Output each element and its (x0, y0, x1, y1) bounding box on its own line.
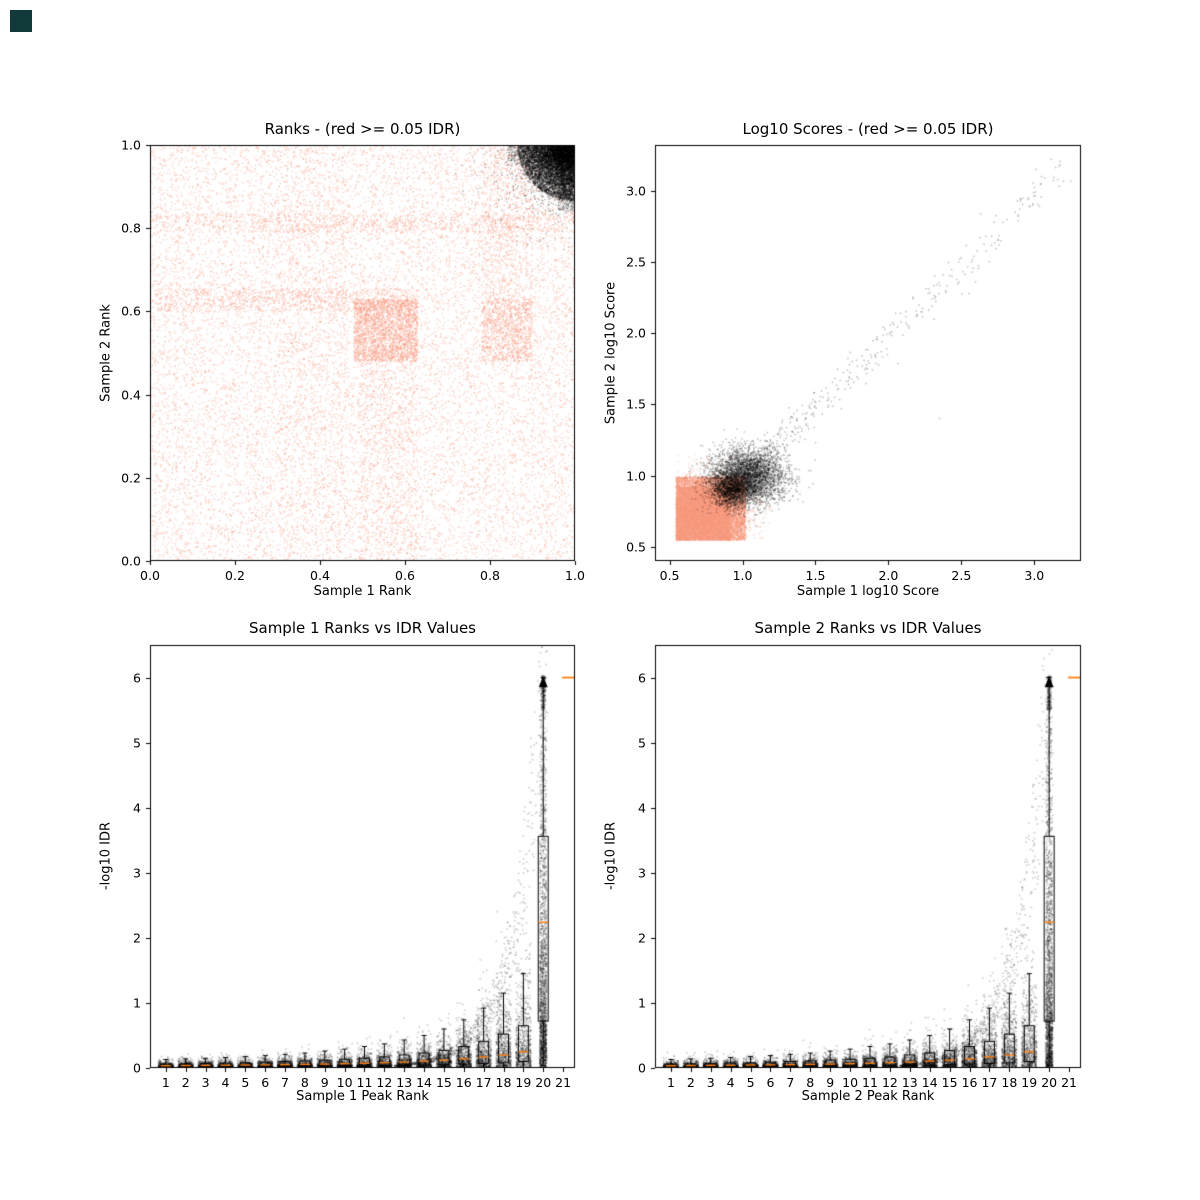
y-tick-label: 0 (638, 1060, 646, 1076)
x-tick-label: 6 (766, 1075, 775, 1090)
y-tick-label: 4 (638, 800, 646, 816)
y-tick-label: 4 (133, 800, 141, 816)
y-tick-label: 1 (638, 995, 646, 1011)
x-tick-label: 7 (281, 1075, 290, 1090)
x-tick-label: 14 (416, 1075, 433, 1090)
y-tick-label: 0 (133, 1060, 141, 1076)
scores-plot-ylabel: Sample 2 log10 Score (603, 281, 619, 425)
x-tick-label: 2.0 (878, 568, 899, 583)
y-tick-label: 1 (133, 995, 141, 1011)
y-tick-label: 0.8 (121, 220, 141, 236)
x-tick-label: 5 (241, 1075, 250, 1090)
x-tick-label: 16 (455, 1075, 472, 1090)
y-tick-label: 2.0 (626, 325, 646, 341)
y-tick-label: 1.5 (626, 396, 646, 412)
x-tick-label: 6 (261, 1075, 270, 1090)
x-tick-label: 3.0 (1024, 568, 1045, 583)
x-tick-label: 3 (706, 1075, 715, 1090)
y-tick-label: 1.0 (121, 137, 141, 153)
x-tick-label: 11 (862, 1075, 878, 1090)
x-tick-label: 8 (300, 1075, 309, 1090)
x-tick-label: 13 (396, 1075, 413, 1090)
y-tick-label: 3 (638, 865, 646, 881)
y-tick-label: 6 (133, 670, 141, 686)
x-tick-label: 7 (786, 1075, 795, 1090)
y-tick-label: 1.0 (626, 468, 646, 484)
sample2-idr-plot-xlabel: Sample 2 Peak Rank (801, 1089, 935, 1104)
y-tick-label: 5 (133, 735, 141, 751)
x-tick-label: 0.6 (395, 568, 415, 583)
x-tick-label: 21 (1061, 1075, 1077, 1090)
x-tick-label: 5 (746, 1075, 755, 1090)
x-tick-label: 14 (921, 1075, 938, 1090)
x-tick-label: 0.4 (310, 568, 330, 583)
y-tick-label: 0.6 (121, 303, 141, 319)
x-tick-label: 21 (555, 1075, 572, 1090)
y-tick-label: 0.4 (121, 387, 141, 403)
ranks-plot-xlabel: Sample 1 Rank (313, 584, 412, 599)
x-tick-label: 19 (1021, 1075, 1038, 1090)
y-tick-label: 2 (133, 930, 141, 946)
x-tick-label: 18 (495, 1075, 512, 1090)
y-tick-label: 3.0 (626, 183, 646, 199)
x-tick-label: 8 (806, 1075, 815, 1090)
y-tick-label: 6 (638, 670, 646, 686)
x-tick-label: 2.5 (951, 568, 972, 583)
x-tick-label: 15 (941, 1075, 958, 1090)
x-tick-label: 1 (161, 1075, 170, 1090)
x-tick-label: 20 (535, 1075, 552, 1090)
y-tick-label: 3 (133, 865, 141, 881)
y-tick-label: 0.2 (121, 470, 141, 486)
x-tick-label: 0.8 (480, 568, 500, 583)
x-tick-label: 2 (686, 1075, 695, 1090)
x-tick-label: 13 (901, 1075, 918, 1090)
scores-plot-title: Log10 Scores - (red >= 0.05 IDR) (742, 120, 994, 138)
y-tick-label: 0.0 (121, 553, 141, 569)
x-tick-label: 0.0 (140, 568, 160, 583)
x-tick-label: 12 (881, 1075, 898, 1090)
x-tick-label: 16 (961, 1075, 978, 1090)
y-tick-label: 5 (638, 735, 646, 751)
x-tick-label: 4 (221, 1075, 230, 1090)
sample1-idr-plot-title: Sample 1 Ranks vs IDR Values (248, 619, 476, 637)
ranks-plot-ylabel: Sample 2 Rank (98, 304, 114, 402)
y-tick-label: 2.5 (626, 254, 646, 270)
ranks-plot-title: Ranks - (red >= 0.05 IDR) (264, 120, 461, 138)
x-tick-label: 1 (666, 1075, 675, 1090)
x-tick-label: 9 (826, 1075, 835, 1090)
x-tick-label: 4 (726, 1075, 735, 1090)
x-tick-label: 11 (356, 1075, 373, 1090)
x-tick-label: 12 (376, 1075, 393, 1090)
x-tick-label: 1.0 (732, 568, 753, 583)
x-tick-label: 0.5 (659, 568, 680, 583)
x-tick-label: 9 (320, 1075, 329, 1090)
x-tick-label: 2 (181, 1075, 190, 1090)
x-tick-label: 20 (1041, 1075, 1058, 1090)
x-tick-label: 10 (336, 1075, 353, 1090)
x-tick-label: 1.5 (805, 568, 826, 583)
sample2-idr-plot-ylabel: -log10 IDR (603, 821, 619, 891)
x-tick-label: 19 (515, 1075, 532, 1090)
sample2-idr-plot-title: Sample 2 Ranks vs IDR Values (754, 619, 982, 637)
screen-corner-artifact (10, 10, 32, 32)
x-tick-label: 10 (842, 1075, 859, 1090)
x-tick-label: 1.0 (565, 568, 585, 583)
x-tick-label: 17 (981, 1075, 998, 1090)
x-tick-label: 0.2 (225, 568, 245, 583)
y-tick-label: 0.5 (626, 539, 646, 555)
scores-plot-xlabel: Sample 1 log10 Score (796, 584, 940, 599)
x-tick-label: 18 (1001, 1075, 1018, 1090)
x-tick-label: 3 (201, 1075, 210, 1090)
x-tick-label: 17 (475, 1075, 492, 1090)
sample1-idr-plot-ylabel: -log10 IDR (98, 821, 114, 891)
y-tick-label: 2 (638, 930, 646, 946)
sample1-idr-plot-xlabel: Sample 1 Peak Rank (296, 1089, 429, 1104)
x-tick-label: 15 (435, 1075, 452, 1090)
